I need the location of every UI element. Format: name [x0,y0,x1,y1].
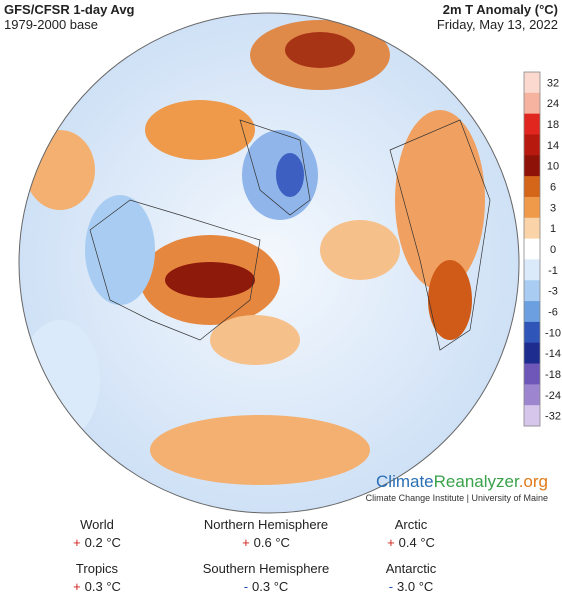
stat-label: Tropics [75,561,119,576]
site-b: Reanalyzer [434,472,520,491]
colorbar-label: -18 [545,369,561,381]
stat-sign: + [73,535,81,550]
stat-value: -0.3 °C [166,579,366,594]
colorbar-swatch [524,280,540,302]
variable: 2m T Anomaly (°C) [442,2,558,17]
colorbar-swatch [524,321,540,344]
colorbar-swatch [524,134,540,156]
stat-label: Arctic [394,517,428,532]
colorbar-label: -14 [545,348,561,360]
colorbar-swatch [524,301,540,323]
globe-outline [18,12,520,514]
colorbar-label: -10 [545,327,561,339]
colorbar-swatch [524,196,540,219]
colorbar-label: -24 [545,390,561,402]
date: Friday, May 13, 2022 [436,17,558,32]
colorbar-swatch [524,259,540,281]
colorbar-label: 10 [547,161,559,173]
site-a: Climate [376,472,434,491]
stat-value: +0.2 °C [0,535,197,550]
colorbar-label: -1 [548,265,558,277]
stat-number: 0.4 °C [398,535,435,550]
stat-number: 3.0 °C [397,579,434,594]
stat-label: Northern Hemisphere [203,517,329,532]
colorbar-label: -32 [545,411,561,423]
stat-label: Southern Hemisphere [202,561,330,576]
colorbar-swatch [524,92,540,115]
colorbar-swatch [524,176,540,198]
colorbar-label: 18 [547,119,559,131]
stat-value: +0.3 °C [0,579,197,594]
stat-number: 0.3 °C [252,579,289,594]
stat-number: 0.2 °C [84,535,121,550]
colorbar-label: 3 [550,202,556,214]
site-name: ClimateReanalyzer.org [376,472,548,491]
colorbar-label: 0 [550,244,556,256]
colorbar-swatch [524,155,540,177]
base-period: 1979-2000 base [4,17,98,32]
colorbar-swatch [524,363,540,385]
stat-label: Antarctic [385,561,437,576]
stat-value: -3.0 °C [311,579,511,594]
stat-sign: + [387,535,395,550]
stat-sign: + [242,535,250,550]
colorbar-swatch [524,342,540,365]
stat-label: World [80,517,114,532]
colorbar-label: 6 [550,182,556,194]
colorbar-label: 1 [550,223,556,235]
stat-sign: + [73,579,81,594]
stat-number: 0.3 °C [84,579,121,594]
colorbar-label: 24 [547,98,559,110]
colorbar-swatch [524,113,540,135]
colorbar-swatch [524,217,540,240]
title: GFS/CFSR 1-day Avg [4,2,135,17]
site-c: .org [519,472,548,491]
colorbar-label: 32 [547,77,559,89]
stat-sign: - [243,579,249,594]
stat-value: +0.6 °C [166,535,366,550]
colorbar-frame [523,71,541,427]
globe [19,13,519,513]
colorbar-swatch [524,384,540,406]
colorbar-label: -6 [548,306,558,318]
colorbar-swatch [524,405,540,427]
stat-sign: - [388,579,394,594]
stat-value: +0.4 °C [311,535,511,550]
institute: Climate Change Institute | University of… [366,493,548,503]
colorbar-swatch [524,238,540,260]
colorbar-swatch [524,72,540,94]
stat-number: 0.6 °C [253,535,290,550]
colorbar-label: -3 [548,286,558,298]
colorbar-label: 14 [547,140,559,152]
